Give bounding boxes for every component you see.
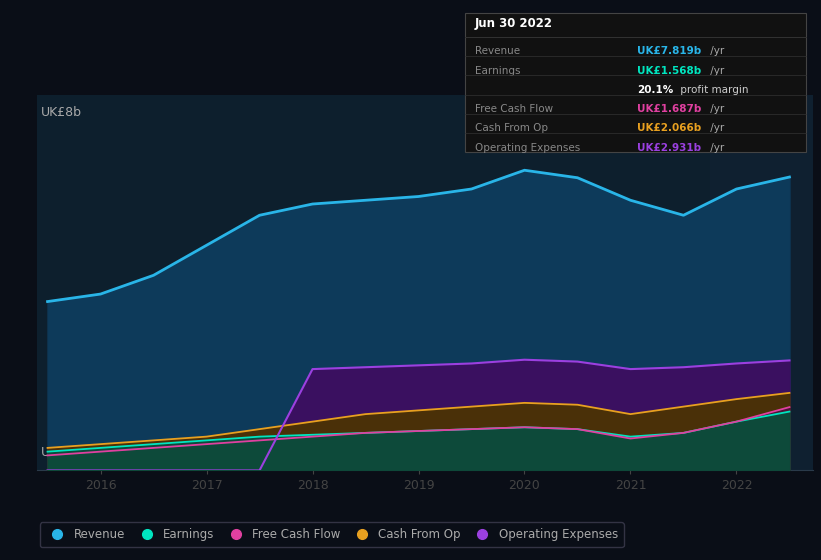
Text: /yr: /yr — [707, 142, 724, 152]
Text: UK£2.931b: UK£2.931b — [637, 142, 701, 152]
Text: /yr: /yr — [707, 123, 724, 133]
Bar — [710, 95, 813, 470]
Text: UK£0: UK£0 — [41, 446, 74, 459]
Text: UK£1.568b: UK£1.568b — [637, 66, 701, 76]
Text: Earnings: Earnings — [475, 66, 520, 76]
Text: Free Cash Flow: Free Cash Flow — [475, 104, 553, 114]
Text: UK£7.819b: UK£7.819b — [637, 46, 701, 57]
Text: /yr: /yr — [707, 66, 724, 76]
Text: Jun 30 2022: Jun 30 2022 — [475, 17, 553, 30]
Text: UK£8b: UK£8b — [41, 106, 82, 119]
Text: Revenue: Revenue — [475, 46, 520, 57]
Text: profit margin: profit margin — [677, 85, 748, 95]
Text: UK£2.066b: UK£2.066b — [637, 123, 701, 133]
Text: Cash From Op: Cash From Op — [475, 123, 548, 133]
Text: UK£1.687b: UK£1.687b — [637, 104, 701, 114]
Text: /yr: /yr — [707, 46, 724, 57]
Text: /yr: /yr — [707, 104, 724, 114]
Text: 20.1%: 20.1% — [637, 85, 673, 95]
Legend: Revenue, Earnings, Free Cash Flow, Cash From Op, Operating Expenses: Revenue, Earnings, Free Cash Flow, Cash … — [39, 522, 624, 547]
Text: Operating Expenses: Operating Expenses — [475, 142, 580, 152]
